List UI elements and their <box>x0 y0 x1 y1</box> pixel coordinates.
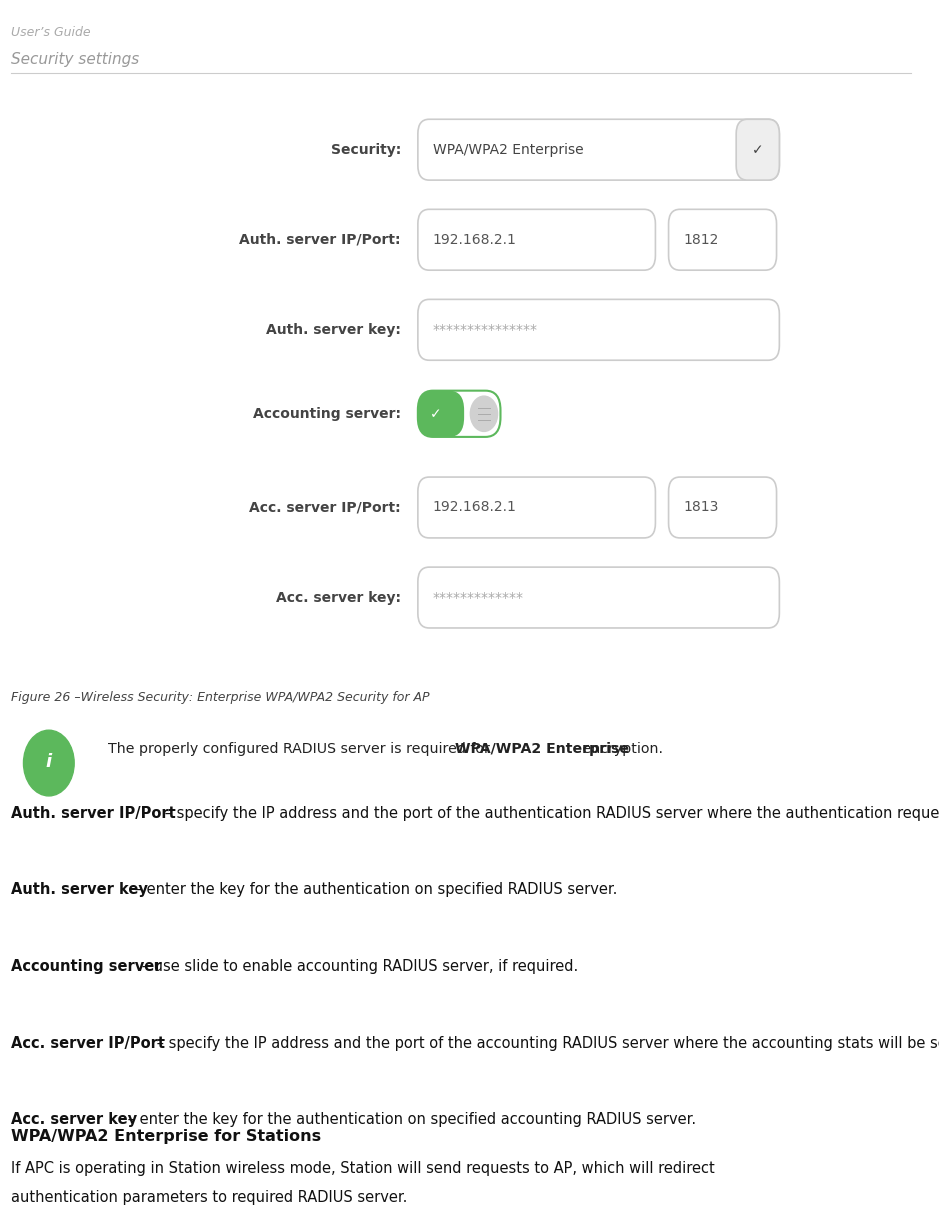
Text: Security:: Security: <box>331 142 401 157</box>
FancyBboxPatch shape <box>418 477 655 538</box>
Text: – enter the key for the authentication on specified RADIUS server.: – enter the key for the authentication o… <box>130 882 617 897</box>
FancyBboxPatch shape <box>418 299 779 360</box>
Text: ***************: *************** <box>433 323 538 337</box>
FancyBboxPatch shape <box>736 119 779 180</box>
Text: Auth. server key:: Auth. server key: <box>266 323 401 337</box>
Text: Auth. server IP/Port:: Auth. server IP/Port: <box>239 232 401 247</box>
Text: Acc. server key:: Acc. server key: <box>276 590 401 605</box>
Text: 192.168.2.1: 192.168.2.1 <box>433 232 516 247</box>
Circle shape <box>23 730 74 796</box>
Text: *************: ************* <box>433 590 524 605</box>
Text: WPA/WPA2 Enterprise: WPA/WPA2 Enterprise <box>455 742 629 757</box>
Text: Acc. server IP/Port:: Acc. server IP/Port: <box>250 500 401 515</box>
Text: WPA/WPA2 Enterprise for Stations: WPA/WPA2 Enterprise for Stations <box>11 1129 321 1144</box>
FancyBboxPatch shape <box>418 119 779 180</box>
Text: – specify the IP address and the port of the accounting RADIUS server where the : – specify the IP address and the port of… <box>152 1036 939 1050</box>
Text: authentication parameters to required RADIUS server.: authentication parameters to required RA… <box>11 1190 408 1205</box>
Text: – use slide to enable accounting RADIUS server, if required.: – use slide to enable accounting RADIUS … <box>137 959 578 974</box>
Text: encryption.: encryption. <box>577 742 663 757</box>
Text: Auth. server IP/Port: Auth. server IP/Port <box>11 806 176 820</box>
Text: ✓: ✓ <box>752 142 763 157</box>
Text: Acc. server IP/Port: Acc. server IP/Port <box>11 1036 165 1050</box>
Circle shape <box>470 397 498 432</box>
Text: If APC is operating in Station wireless mode, Station will send requests to AP, : If APC is operating in Station wireless … <box>11 1161 715 1176</box>
Text: Security settings: Security settings <box>11 52 140 67</box>
FancyBboxPatch shape <box>418 391 464 437</box>
Text: – specify the IP address and the port of the authentication RADIUS server where : – specify the IP address and the port of… <box>160 806 939 820</box>
Text: Acc. server key: Acc. server key <box>11 1112 137 1127</box>
Text: Auth. server key: Auth. server key <box>11 882 148 897</box>
Text: 1813: 1813 <box>684 500 719 515</box>
FancyBboxPatch shape <box>418 209 655 270</box>
FancyBboxPatch shape <box>418 567 779 628</box>
Text: ✓: ✓ <box>430 406 442 421</box>
FancyBboxPatch shape <box>669 209 777 270</box>
Text: Accounting server: Accounting server <box>11 959 162 974</box>
Text: Accounting server:: Accounting server: <box>253 406 401 421</box>
Text: WPA/WPA2 Enterprise: WPA/WPA2 Enterprise <box>433 142 583 157</box>
Text: 1812: 1812 <box>684 232 719 247</box>
Text: Figure 26 –Wireless Security: Enterprise WPA/WPA2 Security for AP: Figure 26 –Wireless Security: Enterprise… <box>11 691 430 705</box>
Text: 192.168.2.1: 192.168.2.1 <box>433 500 516 515</box>
Text: – enter the key for the authentication on specified accounting RADIUS server.: – enter the key for the authentication o… <box>122 1112 696 1127</box>
Text: i: i <box>46 753 52 770</box>
Text: The properly configured RADIUS server is required for: The properly configured RADIUS server is… <box>108 742 494 757</box>
Text: User’s Guide: User’s Guide <box>11 26 91 39</box>
FancyBboxPatch shape <box>669 477 777 538</box>
